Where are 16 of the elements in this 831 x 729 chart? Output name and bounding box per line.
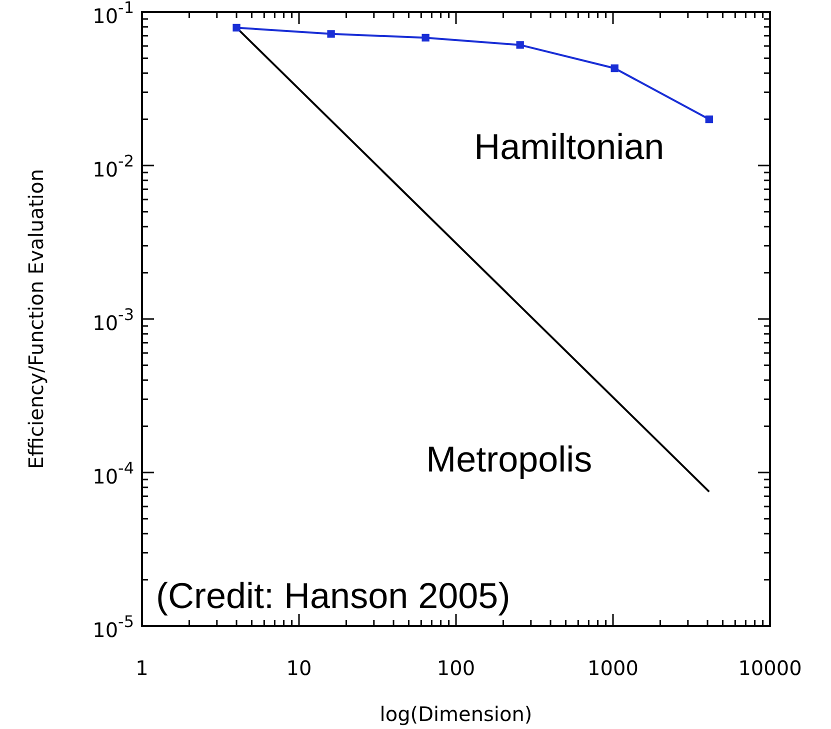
point bbox=[232, 24, 240, 32]
x-axis-title: log(Dimension) bbox=[380, 702, 532, 726]
y-axis-title: Efficiency/Function Evaluation bbox=[24, 168, 48, 470]
point bbox=[705, 115, 713, 124]
x-tick-label: 10000 bbox=[738, 656, 802, 680]
point bbox=[327, 30, 335, 38]
x-tick-label: 10 bbox=[286, 656, 312, 680]
series-label: Hamiltonian bbox=[474, 126, 664, 168]
x-tick-label: 1 bbox=[136, 656, 148, 680]
point bbox=[516, 41, 524, 49]
x-tick-label: 1000 bbox=[588, 656, 638, 680]
point bbox=[610, 64, 618, 72]
series-label: Metropolis bbox=[426, 438, 592, 480]
point bbox=[422, 34, 430, 42]
x-tick-label: 100 bbox=[436, 656, 476, 680]
annotation: (Credit: Hanson 2005) bbox=[156, 574, 510, 616]
